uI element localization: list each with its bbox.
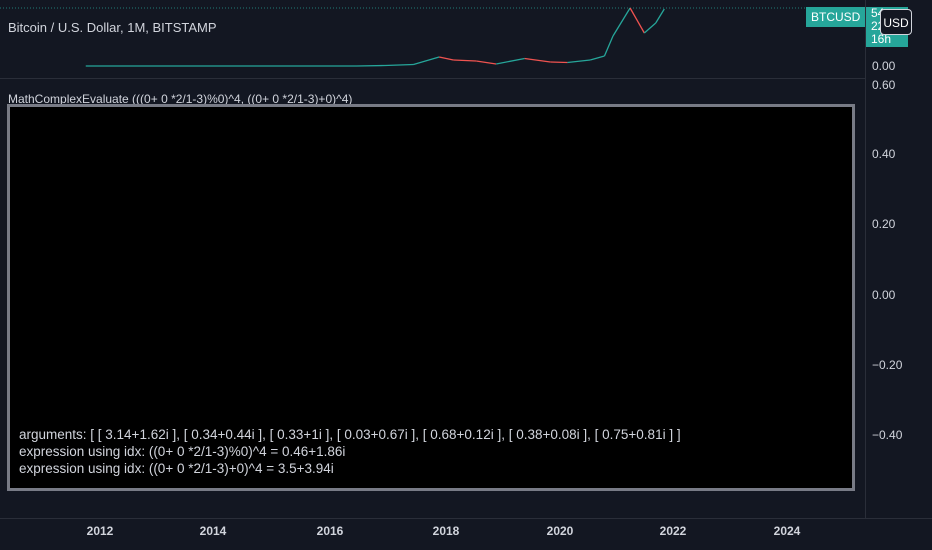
pane-divider[interactable] — [0, 78, 865, 79]
price-tick: 0.40 — [872, 147, 896, 161]
price-segment — [439, 56, 454, 61]
main-price-scale-label: 0.00 — [872, 59, 896, 73]
price-tick: −0.20 — [872, 358, 903, 372]
price-segment — [476, 60, 497, 65]
price-tick: 0.60 — [872, 78, 896, 92]
price-segment — [612, 7, 631, 37]
price-segment — [603, 35, 614, 57]
time-tick: 2020 — [546, 524, 574, 538]
expression-line-1: expression using idx: ((0+ 0 *2/1-3)%0)^… — [19, 444, 346, 459]
price-segment — [524, 57, 551, 63]
output-panel: arguments: [ [ 3.14+1.62i ], [ 0.34+0.44… — [7, 104, 855, 491]
price-segment — [643, 22, 657, 34]
output-lines: arguments: [ [ 3.14+1.62i ], [ 0.34+0.44… — [19, 426, 681, 477]
price-segment — [496, 57, 525, 65]
price-segment — [629, 7, 645, 34]
indicator-title[interactable]: MathComplexEvaluate (((0+ 0 *2/1-3)%0)^4… — [8, 92, 353, 106]
expression-line-2: expression using idx: ((0+ 0 *2/1-3)+0)^… — [19, 461, 334, 476]
arguments-line: arguments: [ [ 3.14+1.62i ], [ 0.34+0.44… — [19, 427, 681, 442]
time-tick: 2014 — [199, 524, 227, 538]
price-tick: 0.20 — [872, 217, 896, 231]
time-axis-divider — [0, 518, 932, 519]
currency-button[interactable]: USD — [880, 9, 912, 35]
price-segment — [550, 61, 568, 64]
price-segment — [567, 59, 591, 64]
price-scale-divider — [865, 0, 866, 518]
price-segment — [590, 55, 605, 61]
price-segment — [453, 59, 477, 62]
price-segment — [384, 63, 414, 67]
symbol-title: Bitcoin / U.S. Dollar, 1M, BITSTAMP — [8, 20, 217, 35]
time-tick: 2016 — [316, 524, 344, 538]
symbol-badge: BTCUSD — [806, 7, 866, 27]
price-chart[interactable] — [0, 0, 865, 78]
price-tick: −0.40 — [872, 428, 903, 442]
time-tick: 2022 — [659, 524, 687, 538]
price-segment — [413, 56, 440, 66]
time-tick: 2018 — [432, 524, 460, 538]
price-segment — [655, 8, 665, 24]
time-tick: 2024 — [773, 524, 801, 538]
price-segment — [356, 64, 386, 67]
price-tick: 0.00 — [872, 288, 896, 302]
time-tick: 2012 — [86, 524, 114, 538]
